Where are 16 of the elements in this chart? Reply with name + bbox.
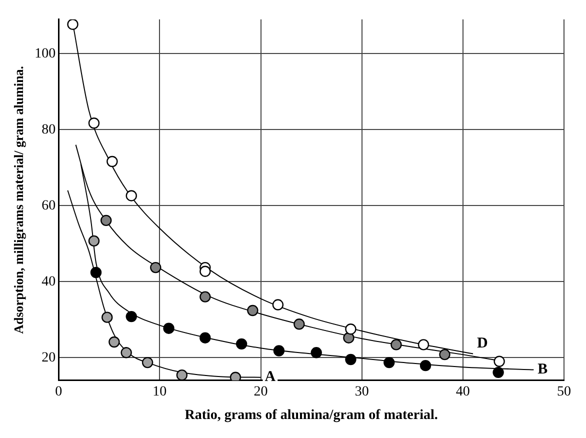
y-tick-label: 20 — [42, 350, 56, 366]
series-label: D — [477, 336, 488, 352]
y-tick-label: 80 — [42, 122, 56, 138]
y-axis-title: Adsorption, milligrams material/ gram alumina. — [11, 66, 26, 334]
series-label: B — [538, 362, 548, 378]
y-tick-label: 100 — [34, 46, 56, 62]
x-tick-label: 40 — [456, 384, 470, 400]
x-tick-label: 50 — [557, 384, 571, 400]
series-label: A — [264, 369, 276, 386]
y-tick-label: 40 — [42, 274, 56, 290]
x-axis-title: Ratio, grams of alumina/gram of material. — [184, 408, 438, 424]
y-tick-label: 60 — [42, 198, 56, 214]
x-tick-label: 0 — [55, 384, 62, 400]
x-tick-label: 20 — [254, 384, 268, 400]
x-tick-label: 30 — [354, 384, 369, 400]
x-tick-label: 10 — [152, 384, 167, 400]
